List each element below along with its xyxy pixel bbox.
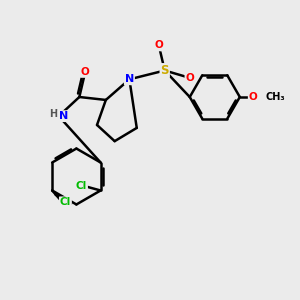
Text: S: S <box>160 64 169 77</box>
Text: H: H <box>50 109 58 119</box>
Text: O: O <box>154 40 163 50</box>
Text: CH₃: CH₃ <box>266 92 285 102</box>
Text: O: O <box>185 73 194 83</box>
Text: Cl: Cl <box>60 197 71 207</box>
Text: N: N <box>125 74 134 84</box>
Text: O: O <box>249 92 257 102</box>
Text: Cl: Cl <box>76 181 87 191</box>
Text: O: O <box>81 67 90 77</box>
Text: N: N <box>58 111 68 121</box>
